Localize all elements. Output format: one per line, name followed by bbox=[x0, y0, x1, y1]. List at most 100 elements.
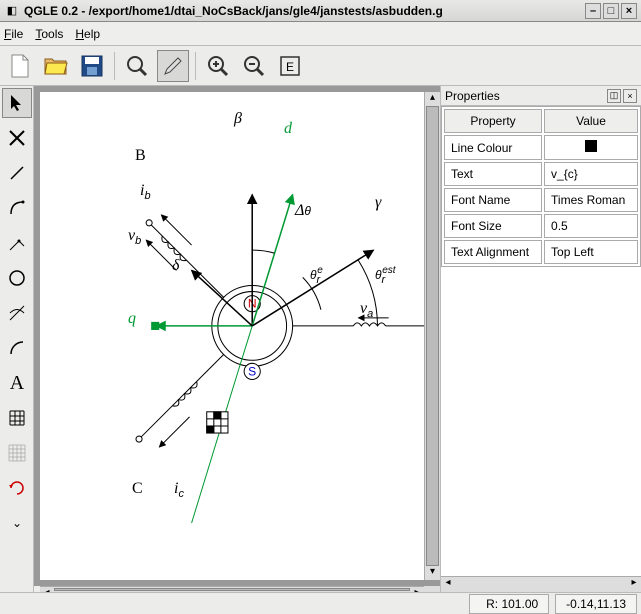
prop-name: Font Size bbox=[444, 214, 542, 238]
more-tools[interactable]: ⌄ bbox=[2, 508, 32, 538]
hscroll-thumb[interactable] bbox=[54, 588, 410, 591]
zoom-in-button[interactable] bbox=[202, 50, 234, 82]
menubar: File Tools Help bbox=[0, 22, 641, 46]
grid-fine-tool[interactable] bbox=[2, 438, 32, 468]
save-file-button[interactable] bbox=[76, 50, 108, 82]
svg-text:E: E bbox=[286, 60, 294, 74]
prop-value[interactable]: Times Roman bbox=[544, 188, 638, 212]
menu-help[interactable]: Help bbox=[75, 27, 100, 41]
workspace: A ⌄ N bbox=[0, 86, 641, 592]
label-B: B bbox=[135, 147, 146, 165]
label-ic: ic bbox=[174, 480, 184, 500]
table-row[interactable]: Font Name Times Roman bbox=[444, 188, 638, 212]
table-row[interactable]: Font Size 0.5 bbox=[444, 214, 638, 238]
scroll-left-button[interactable]: ◂ bbox=[441, 577, 455, 592]
zoom-tool-button[interactable] bbox=[121, 50, 153, 82]
export-button[interactable]: E bbox=[274, 50, 306, 82]
pointer-tool[interactable] bbox=[2, 88, 32, 118]
prop-value[interactable]: Top Left bbox=[544, 240, 638, 264]
scroll-right-button[interactable]: ▸ bbox=[410, 587, 424, 592]
maximize-button[interactable]: □ bbox=[603, 3, 619, 19]
menu-file[interactable]: File bbox=[4, 27, 23, 41]
snap-tool[interactable] bbox=[2, 228, 32, 258]
table-row[interactable]: Line Colour bbox=[444, 135, 638, 160]
scroll-up-button[interactable]: ▴ bbox=[425, 92, 440, 106]
col-value[interactable]: Value bbox=[544, 109, 638, 133]
text-icon: A bbox=[10, 372, 24, 395]
label-theta-est: θrest bbox=[375, 265, 396, 286]
zoom-out-button[interactable] bbox=[238, 50, 270, 82]
table-row[interactable]: Text Alignment Top Left bbox=[444, 240, 638, 264]
label-C: C bbox=[132, 480, 143, 498]
save-icon bbox=[81, 55, 103, 77]
status-xy: -0.14,11.13 bbox=[555, 594, 637, 614]
panel-undock-button[interactable]: ◫ bbox=[607, 89, 621, 103]
line-icon bbox=[7, 163, 27, 183]
panel-close-button[interactable]: × bbox=[623, 89, 637, 103]
color-swatch[interactable] bbox=[585, 140, 597, 152]
canvas-scroll: N S bbox=[34, 86, 440, 586]
text-tool[interactable]: A bbox=[2, 368, 32, 398]
close-button[interactable]: × bbox=[621, 3, 637, 19]
circle-tool[interactable] bbox=[2, 263, 32, 293]
minimize-button[interactable]: – bbox=[585, 3, 601, 19]
cross-tool[interactable] bbox=[2, 123, 32, 153]
arc-tool[interactable] bbox=[2, 333, 32, 363]
line-tool[interactable] bbox=[2, 158, 32, 188]
scroll-down-button[interactable]: ▾ bbox=[425, 566, 440, 580]
main-toolbar: E bbox=[0, 46, 641, 86]
new-file-button[interactable] bbox=[4, 50, 36, 82]
tangent-icon bbox=[7, 303, 27, 323]
drawing-canvas[interactable]: N S bbox=[40, 92, 424, 580]
scroll-right-button[interactable]: ▸ bbox=[627, 577, 641, 592]
open-file-button[interactable] bbox=[40, 50, 72, 82]
edit-tool-button[interactable] bbox=[157, 50, 189, 82]
prop-value[interactable]: 0.5 bbox=[544, 214, 638, 238]
circle-icon bbox=[7, 268, 27, 288]
vscroll-thumb[interactable] bbox=[426, 106, 439, 566]
prop-value[interactable] bbox=[544, 135, 638, 160]
scroll-left-button[interactable]: ◂ bbox=[40, 587, 54, 592]
curve-icon bbox=[7, 198, 27, 218]
prop-name: Text Alignment bbox=[444, 240, 542, 264]
chevron-down-icon: ⌄ bbox=[12, 516, 22, 530]
tangent-tool[interactable] bbox=[2, 298, 32, 328]
label-va: va bbox=[360, 300, 373, 320]
label-ib: ib bbox=[140, 182, 151, 202]
col-property[interactable]: Property bbox=[444, 109, 542, 133]
properties-title: Properties bbox=[445, 89, 605, 103]
label-theta-e: θre bbox=[310, 265, 323, 286]
window-titlebar: ◧ QGLE 0.2 - /export/home1/dtai_NoCsBack… bbox=[0, 0, 641, 22]
label-beta: β bbox=[234, 110, 242, 128]
prop-name: Text bbox=[444, 162, 542, 186]
label-dtheta: Δθ bbox=[295, 202, 311, 220]
grid-icon bbox=[7, 408, 27, 428]
grid-tool[interactable] bbox=[2, 403, 32, 433]
new-file-icon bbox=[10, 54, 30, 78]
prop-name: Font Name bbox=[444, 188, 542, 212]
toolbar-separator bbox=[114, 52, 115, 80]
menu-tools[interactable]: Tools bbox=[35, 27, 63, 41]
statusbar: R: 101.00 -0.14,11.13 bbox=[0, 592, 641, 614]
prop-value[interactable]: v_{c} bbox=[544, 162, 638, 186]
table-row[interactable]: Text v_{c} bbox=[444, 162, 638, 186]
properties-hscrollbar[interactable]: ◂ ▸ bbox=[441, 576, 641, 592]
label-gamma: γ bbox=[375, 194, 381, 212]
properties-empty-area bbox=[441, 267, 641, 576]
canvas-vscrollbar[interactable]: ▴ ▾ bbox=[424, 92, 440, 580]
prop-name: Line Colour bbox=[444, 135, 542, 160]
label-d: d bbox=[284, 120, 292, 138]
rotate-icon bbox=[7, 478, 27, 498]
magnifier-icon bbox=[126, 55, 148, 77]
status-r: R: 101.00 bbox=[469, 594, 549, 614]
rotate-tool[interactable] bbox=[2, 473, 32, 503]
cross-icon bbox=[7, 128, 27, 148]
table-header-row: Property Value bbox=[444, 109, 638, 133]
marker-s: S bbox=[248, 364, 256, 378]
canvas-hscrollbar[interactable]: ◂ ▸ bbox=[34, 586, 440, 592]
toolbar-separator bbox=[195, 52, 196, 80]
curve-tool[interactable] bbox=[2, 193, 32, 223]
diagram-svg: N S bbox=[40, 92, 424, 580]
open-folder-icon bbox=[44, 56, 68, 76]
properties-panel: Properties ◫ × Property Value Line Colou… bbox=[441, 86, 641, 592]
